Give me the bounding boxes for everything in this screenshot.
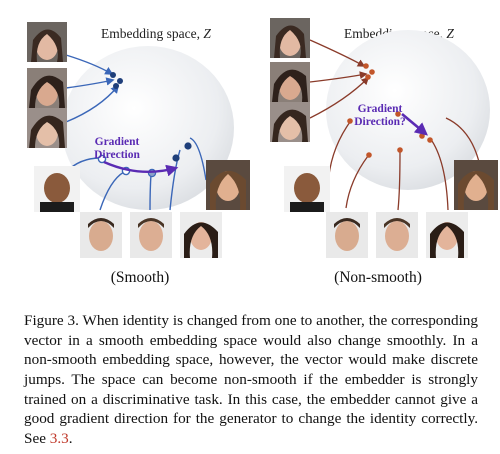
embedding-point [397,147,403,153]
face-thumbnail [27,108,67,148]
embedding-point-hollow [97,154,107,164]
gradient-label-line2: Direction [94,149,140,161]
face-thumbnail [80,212,122,258]
face-thumbnail [270,62,310,102]
embedding-point [117,78,123,84]
embedding-sphere [326,30,490,190]
face-thumbnail [27,68,67,108]
face-thumbnail [206,160,250,210]
embedding-point [347,118,353,124]
gradient-direction-arrow [103,160,179,177]
embedding-point [113,83,119,89]
embedding-sphere [62,46,234,210]
connection-lines [65,54,207,211]
face-thumbnail [284,166,330,212]
figure-caption: Figure 3. When identity is changed from … [24,311,478,448]
embedding-point [110,72,116,78]
panel-label-nonsmooth: (Non-smooth) [334,269,422,286]
face-thumbnail [376,212,418,258]
gradient-direction-arrow [401,113,428,136]
face-thumbnail [426,212,468,258]
gradient-label-line1: Gradient [95,136,140,148]
embedding-points [97,72,192,178]
smooth-embedding-panel: Embedding space, Z Gradient Dir [27,22,250,286]
figure-3: Embedding space, Z Gradient Dir [27,18,498,286]
embedding-point [419,133,425,139]
embedding-point [363,63,369,69]
embedding-point [172,154,180,162]
embedding-point [366,152,372,158]
caption-text: Figure 3. When identity is changed from … [24,312,478,447]
face-thumbnail [454,160,498,210]
embedding-point [365,74,371,80]
face-thumbnail [270,18,310,58]
nonsmooth-embedding-panel: Embedding space, Z Gradient Direction? [270,18,498,286]
face-thumbnail [34,166,80,212]
panel-label-smooth: (Smooth) [111,269,170,286]
face-thumbnails [270,18,498,258]
face-thumbnail [270,102,310,142]
embedding-point [369,69,375,75]
face-thumbnail [180,212,222,258]
gradient-label-line2: Direction? [354,116,406,128]
gradient-label-line1: Gradient [358,103,403,115]
embedding-point [184,142,192,150]
embedding-point [395,111,401,117]
caption-end: . [68,429,73,447]
embedding-point [427,137,433,143]
face-thumbnail [130,212,172,258]
embedding-space-label: Embedding space, Z [101,26,211,41]
embedding-points [347,63,433,158]
face-thumbnail [326,212,368,258]
section-reference-link[interactable]: 3.3 [49,429,69,447]
face-thumbnails [27,22,250,258]
face-thumbnail [27,22,67,62]
